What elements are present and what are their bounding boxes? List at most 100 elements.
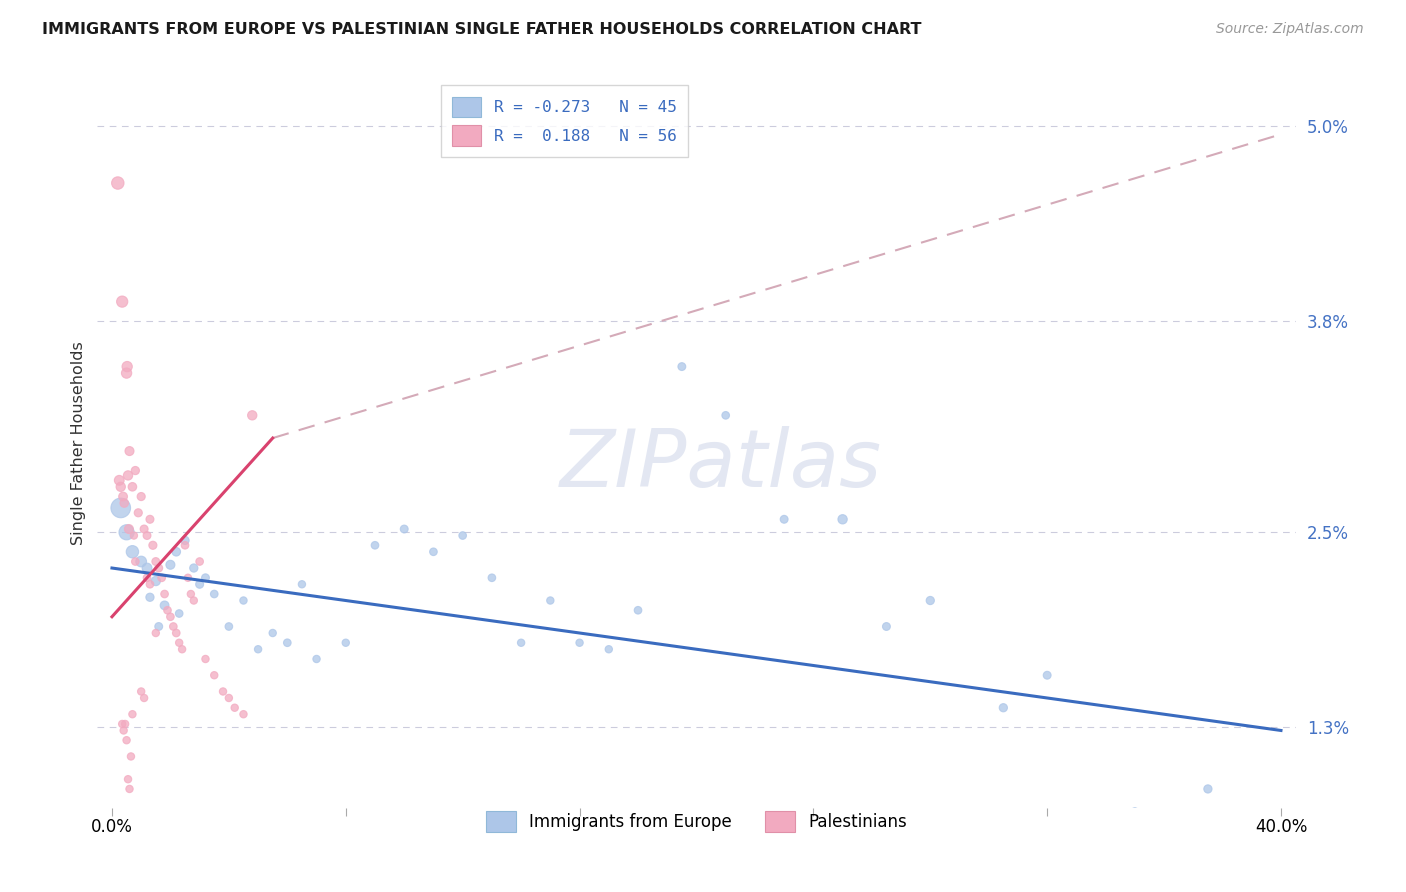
Point — [183, 593, 205, 607]
Point — [112, 490, 135, 504]
Point — [194, 571, 217, 585]
Point — [232, 593, 254, 607]
Point — [598, 642, 620, 657]
Point — [121, 545, 143, 559]
Text: 40.0%: 40.0% — [1254, 818, 1308, 836]
Point — [224, 700, 246, 714]
Point — [212, 684, 235, 698]
Point — [108, 473, 131, 487]
Point — [111, 294, 134, 309]
Point — [117, 468, 139, 483]
Point — [481, 571, 503, 585]
Point — [920, 593, 942, 607]
Point — [156, 603, 179, 617]
Point — [153, 599, 176, 613]
Point — [305, 652, 328, 666]
Point — [875, 619, 897, 633]
Point — [993, 700, 1015, 714]
Point — [1197, 781, 1219, 796]
Legend: Immigrants from Europe, Palestinians: Immigrants from Europe, Palestinians — [474, 799, 920, 844]
Text: Source: ZipAtlas.com: Source: ZipAtlas.com — [1216, 22, 1364, 37]
Point — [136, 571, 159, 585]
Point — [115, 525, 138, 540]
Point — [124, 464, 146, 478]
Point — [145, 555, 167, 569]
Point — [188, 577, 211, 591]
Point — [162, 619, 184, 633]
Point — [148, 619, 170, 633]
Point — [110, 500, 132, 515]
Point — [121, 707, 143, 722]
Point — [568, 636, 591, 650]
Point — [262, 626, 284, 640]
Point — [159, 609, 181, 624]
Point — [127, 506, 149, 520]
Point — [165, 626, 187, 640]
Point — [276, 636, 298, 650]
Point — [121, 480, 143, 494]
Point — [165, 545, 187, 559]
Point — [111, 717, 134, 731]
Point — [671, 359, 693, 374]
Point — [392, 522, 415, 536]
Text: IMMIGRANTS FROM EUROPE VS PALESTINIAN SINGLE FATHER HOUSEHOLDS CORRELATION CHART: IMMIGRANTS FROM EUROPE VS PALESTINIAN SI… — [42, 22, 922, 37]
Point — [139, 512, 162, 526]
Point — [150, 571, 173, 585]
Point — [172, 642, 194, 657]
Point — [145, 626, 167, 640]
Point — [510, 636, 533, 650]
Point — [773, 512, 796, 526]
Point — [110, 480, 132, 494]
Point — [627, 603, 650, 617]
Point — [114, 717, 136, 731]
Point — [118, 522, 141, 536]
Point — [139, 591, 162, 605]
Point — [107, 176, 129, 190]
Point — [139, 577, 162, 591]
Point — [115, 733, 138, 747]
Point — [167, 607, 190, 621]
Point — [291, 577, 314, 591]
Point — [112, 496, 135, 510]
Point — [115, 359, 138, 374]
Point — [153, 587, 176, 601]
Point — [142, 538, 165, 552]
Point — [831, 512, 853, 526]
Point — [174, 533, 197, 548]
Point — [180, 587, 202, 601]
Point — [167, 636, 190, 650]
Point — [364, 538, 387, 552]
Point — [132, 522, 155, 536]
Point — [194, 652, 217, 666]
Point — [132, 690, 155, 705]
Point — [136, 561, 159, 575]
Point — [218, 690, 240, 705]
Point — [183, 561, 205, 575]
Point — [218, 619, 240, 633]
Point — [1123, 805, 1146, 819]
Point — [232, 707, 254, 722]
Point — [159, 558, 181, 572]
Point — [335, 636, 357, 650]
Point — [202, 668, 225, 682]
Point — [1036, 668, 1059, 682]
Point — [422, 545, 444, 559]
Point — [124, 555, 146, 569]
Text: 0.0%: 0.0% — [91, 818, 134, 836]
Point — [240, 409, 263, 423]
Point — [174, 538, 197, 552]
Y-axis label: Single Father Households: Single Father Households — [72, 341, 86, 545]
Point — [129, 490, 152, 504]
Point — [112, 723, 135, 738]
Point — [118, 781, 141, 796]
Point — [177, 571, 200, 585]
Point — [188, 555, 211, 569]
Point — [115, 366, 138, 380]
Point — [145, 574, 167, 588]
Point — [538, 593, 561, 607]
Point — [129, 684, 152, 698]
Point — [129, 555, 152, 569]
Text: ZIPatlas: ZIPatlas — [560, 425, 882, 504]
Point — [120, 749, 142, 764]
Point — [202, 587, 225, 601]
